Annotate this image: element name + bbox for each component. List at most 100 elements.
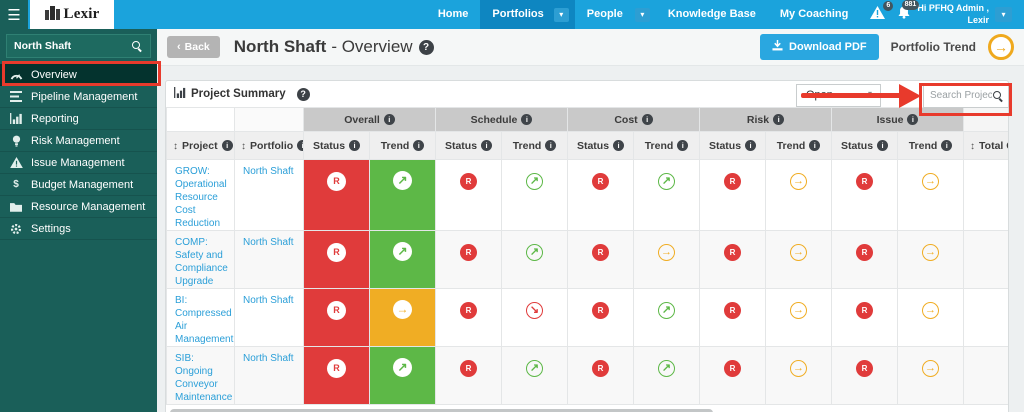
portfolios-dropdown-caret-icon[interactable]: ▾: [553, 7, 569, 22]
portfolio-link[interactable]: North Shaft: [243, 166, 294, 177]
page-title: North Shaft - Overview ?: [234, 37, 434, 57]
nav-item-home[interactable]: Home: [437, 8, 469, 20]
info-icon[interactable]: [297, 139, 303, 151]
info-icon[interactable]: [907, 113, 919, 125]
sidebar-item-pipeline-management[interactable]: Pipeline Management: [0, 86, 157, 108]
status-r-icon: R: [592, 173, 610, 190]
search-icon[interactable]: [992, 90, 1004, 102]
info-icon[interactable]: [383, 113, 395, 125]
trend-flat-icon: →: [790, 244, 808, 261]
schedule-status-cell: R: [435, 159, 503, 231]
project-cell: COMP: Safety and Compliance Upgrade: [166, 230, 235, 289]
info-icon[interactable]: [613, 139, 625, 151]
nav-item-people[interactable]: People: [586, 8, 623, 20]
user-dropdown-caret-icon[interactable]: ▾: [995, 7, 1012, 22]
notifications-bell-icon[interactable]: 881: [897, 0, 920, 24]
info-icon[interactable]: [877, 139, 889, 151]
sidebar-search-input[interactable]: [7, 40, 131, 52]
overall-status-cell: R: [303, 159, 370, 231]
info-icon[interactable]: [641, 113, 653, 125]
sidebar-item-label: Resource Management: [31, 200, 146, 213]
issue-status-cell: R: [831, 346, 899, 405]
info-icon[interactable]: [773, 113, 785, 125]
column-header-trend: Trend: [501, 131, 569, 160]
sidebar-item-label: Pipeline Management: [31, 90, 138, 103]
sidebar-item-overview[interactable]: Overview: [0, 64, 157, 86]
info-icon[interactable]: [349, 139, 361, 151]
info-icon[interactable]: [521, 113, 533, 125]
hamburger-menu-icon[interactable]: ☰: [0, 0, 28, 29]
info-icon[interactable]: [941, 139, 953, 151]
project-cell: SIB: Ongoing Conveyor Maintenance: [166, 346, 235, 405]
trend-up-icon: ↗: [526, 244, 544, 261]
portfolio-cell: North Shaft: [234, 346, 304, 405]
table-row: SIB: Ongoing Conveyor Maintenance North S…: [166, 346, 1008, 405]
portfolio-trend-button[interactable]: →: [988, 34, 1014, 60]
scrollbar-thumb[interactable]: [170, 409, 713, 412]
alerts-icon[interactable]: 6: [870, 0, 894, 24]
group-spacer: [234, 107, 304, 132]
sidebar-item-reporting[interactable]: Reporting: [0, 108, 157, 130]
status-r-icon: R: [592, 302, 610, 319]
info-icon[interactable]: [677, 139, 689, 151]
panel-header: Project Summary ? Open ▾: [166, 81, 1009, 108]
portfolio-link[interactable]: North Shaft: [243, 295, 294, 306]
issue-status-cell: R: [831, 230, 899, 289]
portfolio-link[interactable]: North Shaft: [243, 353, 294, 364]
portfolio-link[interactable]: North Shaft: [243, 237, 294, 248]
risk-status-cell: R: [699, 230, 767, 289]
search-icon[interactable]: [131, 40, 143, 52]
column-header-total-cost[interactable]: Total Cost (: [963, 131, 1008, 160]
schedule-status-cell: R: [435, 288, 503, 347]
column-header-portfolio[interactable]: Portfolio: [234, 131, 304, 160]
nav-spacer: [114, 0, 426, 29]
portfolio-cell: North Shaft: [234, 159, 304, 231]
info-icon[interactable]: [221, 139, 233, 151]
trend-up-icon: ↗: [393, 358, 412, 377]
column-header-status: Status: [831, 131, 899, 160]
overall-trend-cell: ↗: [368, 159, 437, 231]
gears-icon: [9, 223, 23, 235]
chart-icon: [174, 87, 186, 101]
info-icon[interactable]: [809, 139, 821, 151]
info-icon[interactable]: [745, 139, 757, 151]
sidebar-item-label: Risk Management: [31, 134, 120, 147]
project-link[interactable]: SIB: Ongoing Conveyor Maintenance: [175, 353, 233, 403]
cost-trend-cell: →: [633, 230, 701, 289]
info-icon[interactable]: [413, 139, 425, 151]
brand-name: Lexir: [63, 6, 100, 22]
folder-icon: [9, 202, 23, 212]
overall-trend-cell: ↗: [368, 230, 437, 289]
info-icon[interactable]: [545, 139, 557, 151]
info-icon[interactable]: [481, 139, 493, 151]
column-header-project[interactable]: Project: [166, 131, 235, 160]
project-link[interactable]: BI: Compressed Air Management: [175, 295, 234, 345]
sidebar-item-risk-management[interactable]: Risk Management: [0, 130, 157, 152]
app-logo[interactable]: Lexir: [30, 0, 114, 29]
help-icon[interactable]: ?: [296, 87, 310, 101]
people-dropdown-caret-icon[interactable]: ▾: [634, 7, 650, 22]
help-icon[interactable]: ?: [418, 39, 434, 55]
table-row: BI: Compressed Air Management North Shaft…: [166, 288, 1008, 347]
sidebar-item-budget-management[interactable]: $ Budget Management: [0, 174, 157, 196]
sidebar: Overview Pipeline Management Reporting R…: [0, 29, 157, 412]
project-link[interactable]: COMP: Safety and Compliance Upgrade: [175, 237, 228, 287]
sidebar-item-issue-management[interactable]: Issue Management: [0, 152, 157, 174]
nav-item-portfolios[interactable]: Portfolios: [492, 8, 544, 20]
sidebar-item-resource-management[interactable]: Resource Management: [0, 196, 157, 218]
nav-item-my-coaching[interactable]: My Coaching: [779, 8, 849, 20]
nav-item-knowledge-base[interactable]: Knowledge Base: [667, 8, 756, 20]
sidebar-item-settings[interactable]: Settings: [0, 218, 157, 240]
status-filter-dropdown[interactable]: Open ▾: [796, 84, 881, 107]
project-link[interactable]: GROW: Operational Resource Cost Reductio…: [175, 166, 227, 229]
user-menu[interactable]: Hi PFHQ Admin , Lexir ▾: [917, 0, 1024, 29]
back-button[interactable]: ‹ Back: [167, 36, 220, 58]
cost-status-cell: R: [567, 159, 635, 231]
bar-chart-icon: [9, 113, 23, 124]
portfolio-cell: North Shaft: [234, 230, 304, 289]
download-pdf-button[interactable]: Download PDF: [760, 34, 879, 60]
status-r-icon: R: [460, 302, 478, 319]
cost-trend-cell: ↗: [633, 288, 701, 347]
page-header: ‹ Back North Shaft - Overview ? Download …: [157, 29, 1024, 66]
project-search-input[interactable]: [924, 90, 992, 101]
